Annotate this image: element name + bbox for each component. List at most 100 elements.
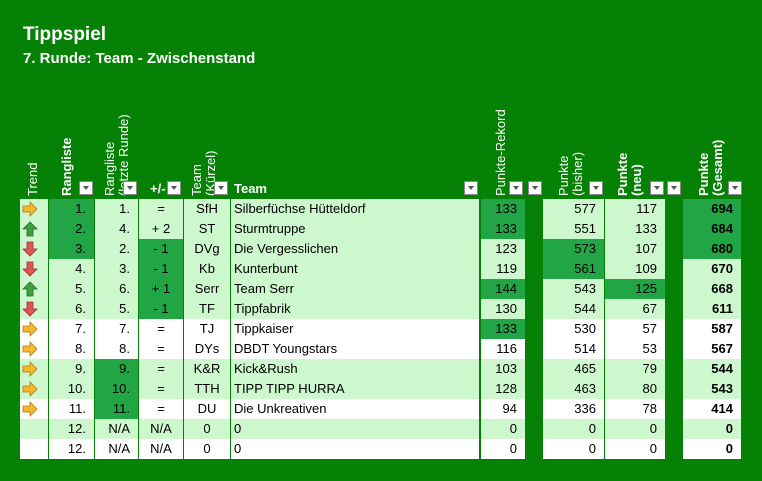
filter-dropdown-gesamt[interactable] [728,181,742,195]
rank-cell: 8. [49,339,95,359]
rekord-cell: 119 [481,259,526,279]
trend-cell [20,439,49,459]
team-code-cell: Serr [184,279,231,299]
diff-cell: - 1 [139,239,184,259]
prev-rank-cell: 1. [95,199,139,219]
neu-cell: 109 [605,259,666,279]
rank-cell: 2. [49,219,95,239]
trend-same-arrow-icon [22,401,38,417]
page-title: Tippspiel [23,24,107,45]
filter-dropdown-extra-1[interactable] [528,181,542,195]
header-gesamt: Punkte (Gesamt) [696,139,725,196]
diff-cell: - 1 [139,259,184,279]
gesamt-cell: 694 [683,199,742,219]
filter-dropdown-plusminus[interactable] [167,181,181,195]
team-name-cell: Die Vergesslichen [231,239,480,259]
trend-same-arrow-icon [22,321,38,337]
bisher-cell: 551 [543,219,605,239]
bisher-cell: 530 [543,319,605,339]
trend-cell [20,419,49,439]
trend-down-arrow-icon [22,261,38,277]
rank-cell: 12. [49,439,95,459]
trend-down-arrow-icon [22,241,38,257]
team-code-cell: TJ [184,319,231,339]
filter-dropdown-rekord[interactable] [509,181,523,195]
page-subtitle: 7. Runde: Team - Zwischenstand [23,50,256,67]
rank-cell: 1. [49,199,95,219]
team-code-cell: SfH [184,199,231,219]
trend-same-arrow-icon [22,201,38,217]
rank-cell: 12. [49,419,95,439]
rank-cell: 11. [49,399,95,419]
gesamt-cell: 680 [683,239,742,259]
header-neu: Punkte (neu) [615,152,644,196]
rekord-cell: 128 [481,379,526,399]
diff-cell: = [139,399,184,419]
diff-cell: + 2 [139,219,184,239]
rekord-cell: 0 [481,439,526,459]
trend-up-arrow-icon [22,221,38,237]
trend-cell [20,279,49,299]
team-name-cell: DBDT Youngstars [231,339,480,359]
bisher-cell: 543 [543,279,605,299]
diff-cell: = [139,379,184,399]
rank-cell: 7. [49,319,95,339]
team-name-cell: Sturmtruppe [231,219,480,239]
header-bisher: Punkte (bisher) [556,151,585,196]
prev-rank-cell: 7. [95,319,139,339]
trend-cell [20,239,49,259]
header-plusminus: +/- [150,181,166,196]
bisher-cell: 577 [543,199,605,219]
team-code-cell: TF [184,299,231,319]
filter-dropdown-rangliste-letzte[interactable] [123,181,137,195]
gesamt-cell: 544 [683,359,742,379]
filter-dropdown-bisher[interactable] [589,181,603,195]
diff-cell: = [139,199,184,219]
trend-cell [20,259,49,279]
prev-rank-cell: 3. [95,259,139,279]
team-name-cell: Kunterbunt [231,259,480,279]
filter-dropdown-rangliste[interactable] [79,181,93,195]
team-code-cell: DVg [184,239,231,259]
prev-rank-cell: 10. [95,379,139,399]
diff-cell: + 1 [139,279,184,299]
trend-down-arrow-icon [22,301,38,317]
neu-cell: 53 [605,339,666,359]
rekord-cell: 94 [481,399,526,419]
trend-cell [20,199,49,219]
prev-rank-cell: 6. [95,279,139,299]
filter-dropdown-neu[interactable] [650,181,664,195]
trend-cell [20,359,49,379]
prev-rank-cell: 9. [95,359,139,379]
neu-cell: 0 [605,439,666,459]
trend-same-arrow-icon [22,341,38,357]
prev-rank-cell: 2. [95,239,139,259]
team-code-cell: TTH [184,379,231,399]
bisher-cell: 0 [543,419,605,439]
diff-cell: - 1 [139,299,184,319]
rank-cell: 9. [49,359,95,379]
team-name-cell: 0 [231,419,480,439]
trend-cell [20,399,49,419]
filter-dropdown-team-kuerzel[interactable] [214,181,228,195]
trend-cell [20,339,49,359]
rekord-cell: 133 [481,319,526,339]
filter-dropdown-team[interactable] [464,181,478,195]
prev-rank-cell: 8. [95,339,139,359]
team-name-cell: Tippkaiser [231,319,480,339]
neu-cell: 57 [605,319,666,339]
gesamt-cell: 567 [683,339,742,359]
gesamt-cell: 0 [683,419,742,439]
rank-cell: 10. [49,379,95,399]
bisher-cell: 465 [543,359,605,379]
team-name-cell: 0 [231,439,480,459]
team-name-cell: Die Unkreativen [231,399,480,419]
gesamt-cell: 543 [683,379,742,399]
filter-dropdown-extra-2[interactable] [667,181,681,195]
prev-rank-cell: 4. [95,219,139,239]
prev-rank-cell: 11. [95,399,139,419]
prev-rank-cell: N/A [95,439,139,459]
neu-cell: 78 [605,399,666,419]
team-name-cell: Tippfabrik [231,299,480,319]
gesamt-cell: 414 [683,399,742,419]
